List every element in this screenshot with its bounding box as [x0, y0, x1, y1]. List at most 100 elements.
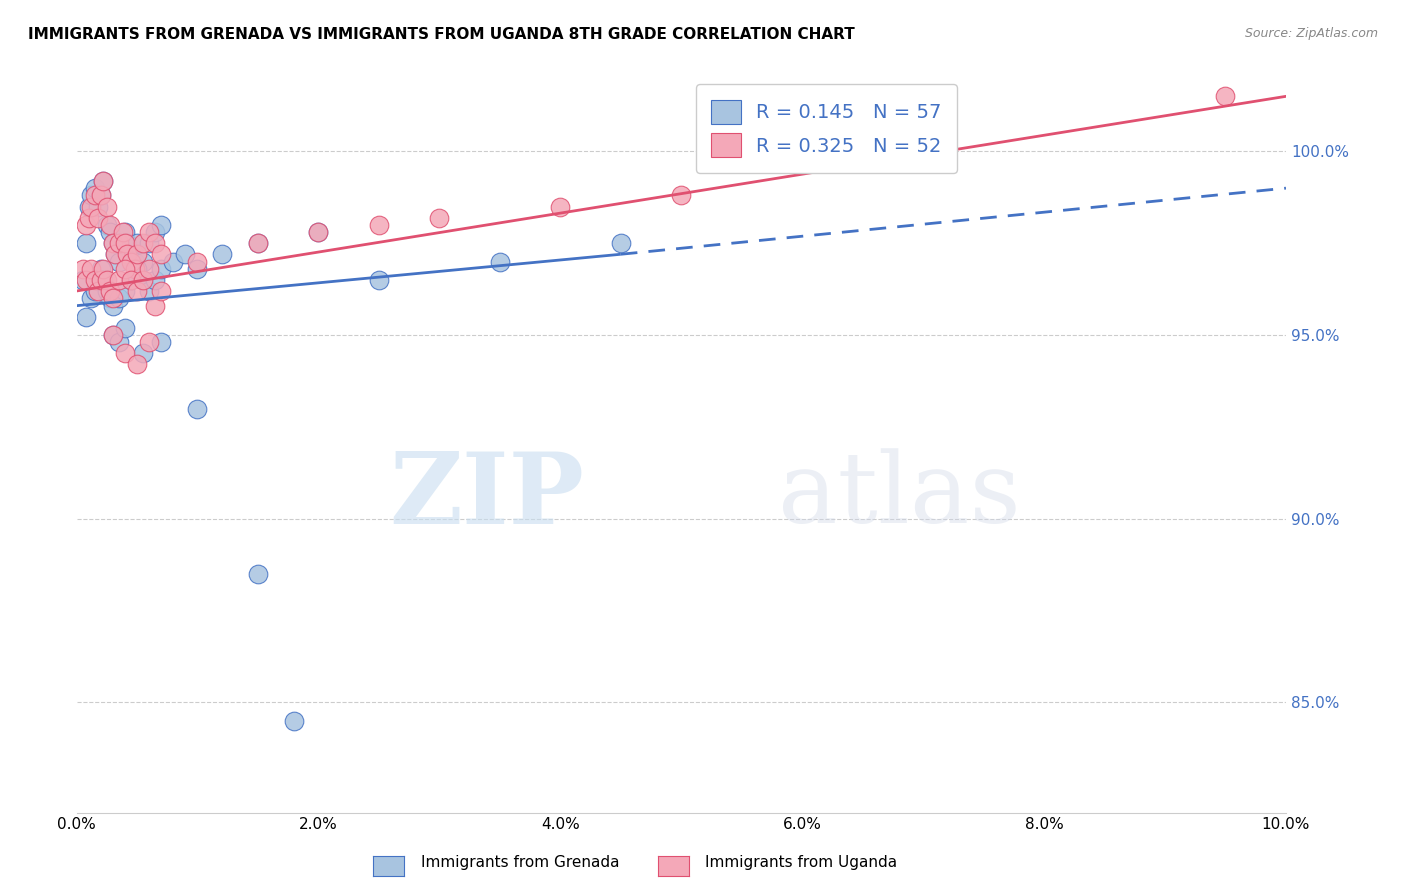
- Point: [150, 284, 173, 298]
- Point: [132, 273, 155, 287]
- Point: [108, 236, 131, 251]
- Point: [90, 188, 112, 202]
- Point: [489, 254, 512, 268]
- Point: [101, 328, 124, 343]
- Point: [96, 218, 118, 232]
- Point: [671, 188, 693, 202]
- Point: [104, 247, 127, 261]
- Point: [307, 225, 329, 239]
- Point: [80, 291, 103, 305]
- Point: [87, 284, 110, 298]
- Point: [174, 247, 197, 261]
- Point: [96, 284, 118, 298]
- Point: [143, 299, 166, 313]
- Point: [75, 218, 97, 232]
- Point: [138, 236, 160, 251]
- Point: [162, 254, 184, 268]
- Point: [138, 262, 160, 277]
- Point: [367, 273, 389, 287]
- Point: [114, 284, 136, 298]
- Point: [186, 254, 208, 268]
- Point: [186, 262, 208, 277]
- Point: [100, 218, 122, 232]
- Text: ZIP: ZIP: [389, 448, 585, 545]
- Point: [211, 247, 233, 261]
- Point: [246, 236, 269, 251]
- Point: [83, 284, 105, 298]
- Point: [72, 273, 94, 287]
- Point: [138, 284, 160, 298]
- Point: [150, 218, 173, 232]
- Point: [429, 211, 451, 225]
- Point: [124, 254, 146, 268]
- Point: [77, 200, 100, 214]
- Point: [91, 273, 114, 287]
- Point: [101, 236, 124, 251]
- Point: [83, 181, 105, 195]
- Point: [87, 200, 110, 214]
- Point: [132, 254, 155, 268]
- Point: [125, 236, 148, 251]
- Point: [80, 188, 103, 202]
- Text: Immigrants from Uganda: Immigrants from Uganda: [706, 855, 897, 870]
- Point: [150, 335, 173, 350]
- Text: Source: ZipAtlas.com: Source: ZipAtlas.com: [1244, 27, 1378, 40]
- Point: [87, 211, 110, 225]
- Legend: R = 0.145   N = 57, R = 0.325   N = 52: R = 0.145 N = 57, R = 0.325 N = 52: [696, 85, 957, 173]
- Point: [125, 358, 148, 372]
- Point: [114, 225, 136, 239]
- Point: [246, 566, 269, 581]
- Point: [87, 273, 110, 287]
- Point: [108, 254, 131, 268]
- Point: [1215, 89, 1237, 103]
- Point: [90, 273, 112, 287]
- Point: [143, 225, 166, 239]
- Point: [283, 714, 305, 728]
- Point: [114, 346, 136, 360]
- Point: [108, 291, 131, 305]
- Point: [125, 284, 148, 298]
- Point: [307, 225, 329, 239]
- Point: [150, 262, 173, 277]
- Point: [114, 320, 136, 334]
- Point: [101, 291, 124, 305]
- Point: [120, 273, 142, 287]
- Point: [117, 247, 139, 261]
- Point: [108, 273, 131, 287]
- Point: [132, 273, 155, 287]
- Point: [91, 174, 114, 188]
- Point: [132, 236, 155, 251]
- Text: atlas: atlas: [778, 449, 1021, 544]
- Point: [75, 273, 97, 287]
- Point: [96, 273, 118, 287]
- Point: [83, 273, 105, 287]
- Point: [117, 236, 139, 251]
- Point: [246, 236, 269, 251]
- Point: [120, 247, 142, 261]
- Point: [111, 225, 134, 239]
- Point: [101, 299, 124, 313]
- Point: [75, 236, 97, 251]
- Point: [90, 188, 112, 202]
- Point: [75, 310, 97, 324]
- Point: [186, 401, 208, 416]
- Point: [150, 247, 173, 261]
- Point: [138, 335, 160, 350]
- Point: [367, 218, 389, 232]
- Point: [143, 273, 166, 287]
- Point: [90, 262, 112, 277]
- Point: [143, 236, 166, 251]
- Point: [132, 346, 155, 360]
- Point: [111, 236, 134, 251]
- Point: [100, 225, 122, 239]
- Point: [104, 247, 127, 261]
- Point: [550, 200, 572, 214]
- Point: [77, 211, 100, 225]
- Point: [80, 200, 103, 214]
- Point: [83, 188, 105, 202]
- Point: [610, 236, 633, 251]
- Point: [114, 236, 136, 251]
- Point: [124, 262, 146, 277]
- Point: [91, 174, 114, 188]
- Text: IMMIGRANTS FROM GRENADA VS IMMIGRANTS FROM UGANDA 8TH GRADE CORRELATION CHART: IMMIGRANTS FROM GRENADA VS IMMIGRANTS FR…: [28, 27, 855, 42]
